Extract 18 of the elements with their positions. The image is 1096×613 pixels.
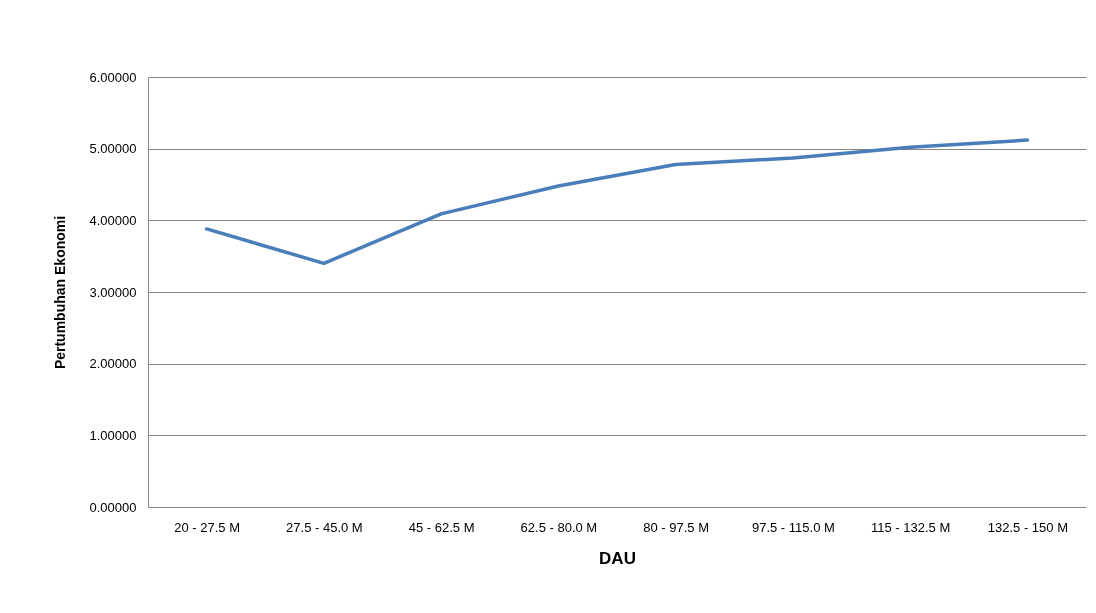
- y-tick-label: 6.00000: [89, 69, 137, 85]
- x-tick-label: 80 - 97.5 M: [643, 519, 710, 535]
- x-tick-label: 132.5 - 150 M: [987, 519, 1068, 535]
- y-axis-title: Pertumbuhan Ekonomi: [51, 215, 68, 370]
- line-series: [204, 138, 1030, 266]
- x-tick-label: 45 - 62.5 M: [408, 519, 475, 535]
- y-tick-label: 0.00000: [89, 499, 137, 515]
- x-axis-title: DAU: [599, 548, 636, 568]
- x-tick-label: 62.5 - 80.0 M: [520, 519, 598, 535]
- x-tick-label: 27.5 - 45.0 M: [286, 519, 363, 535]
- y-tick-label: 1.00000: [89, 427, 137, 443]
- x-tick-label: 115 - 132.5 M: [870, 519, 951, 535]
- x-tick-label: 97.5 - 115.0 M: [751, 519, 835, 535]
- y-tick-label: 5.00000: [89, 141, 137, 157]
- x-tick-label: 20 - 27.5 M: [174, 519, 241, 535]
- y-tick-label: 4.00000: [89, 212, 137, 228]
- y-tick-label: 2.00000: [89, 356, 137, 372]
- y-tick-label: 3.00000: [89, 284, 137, 300]
